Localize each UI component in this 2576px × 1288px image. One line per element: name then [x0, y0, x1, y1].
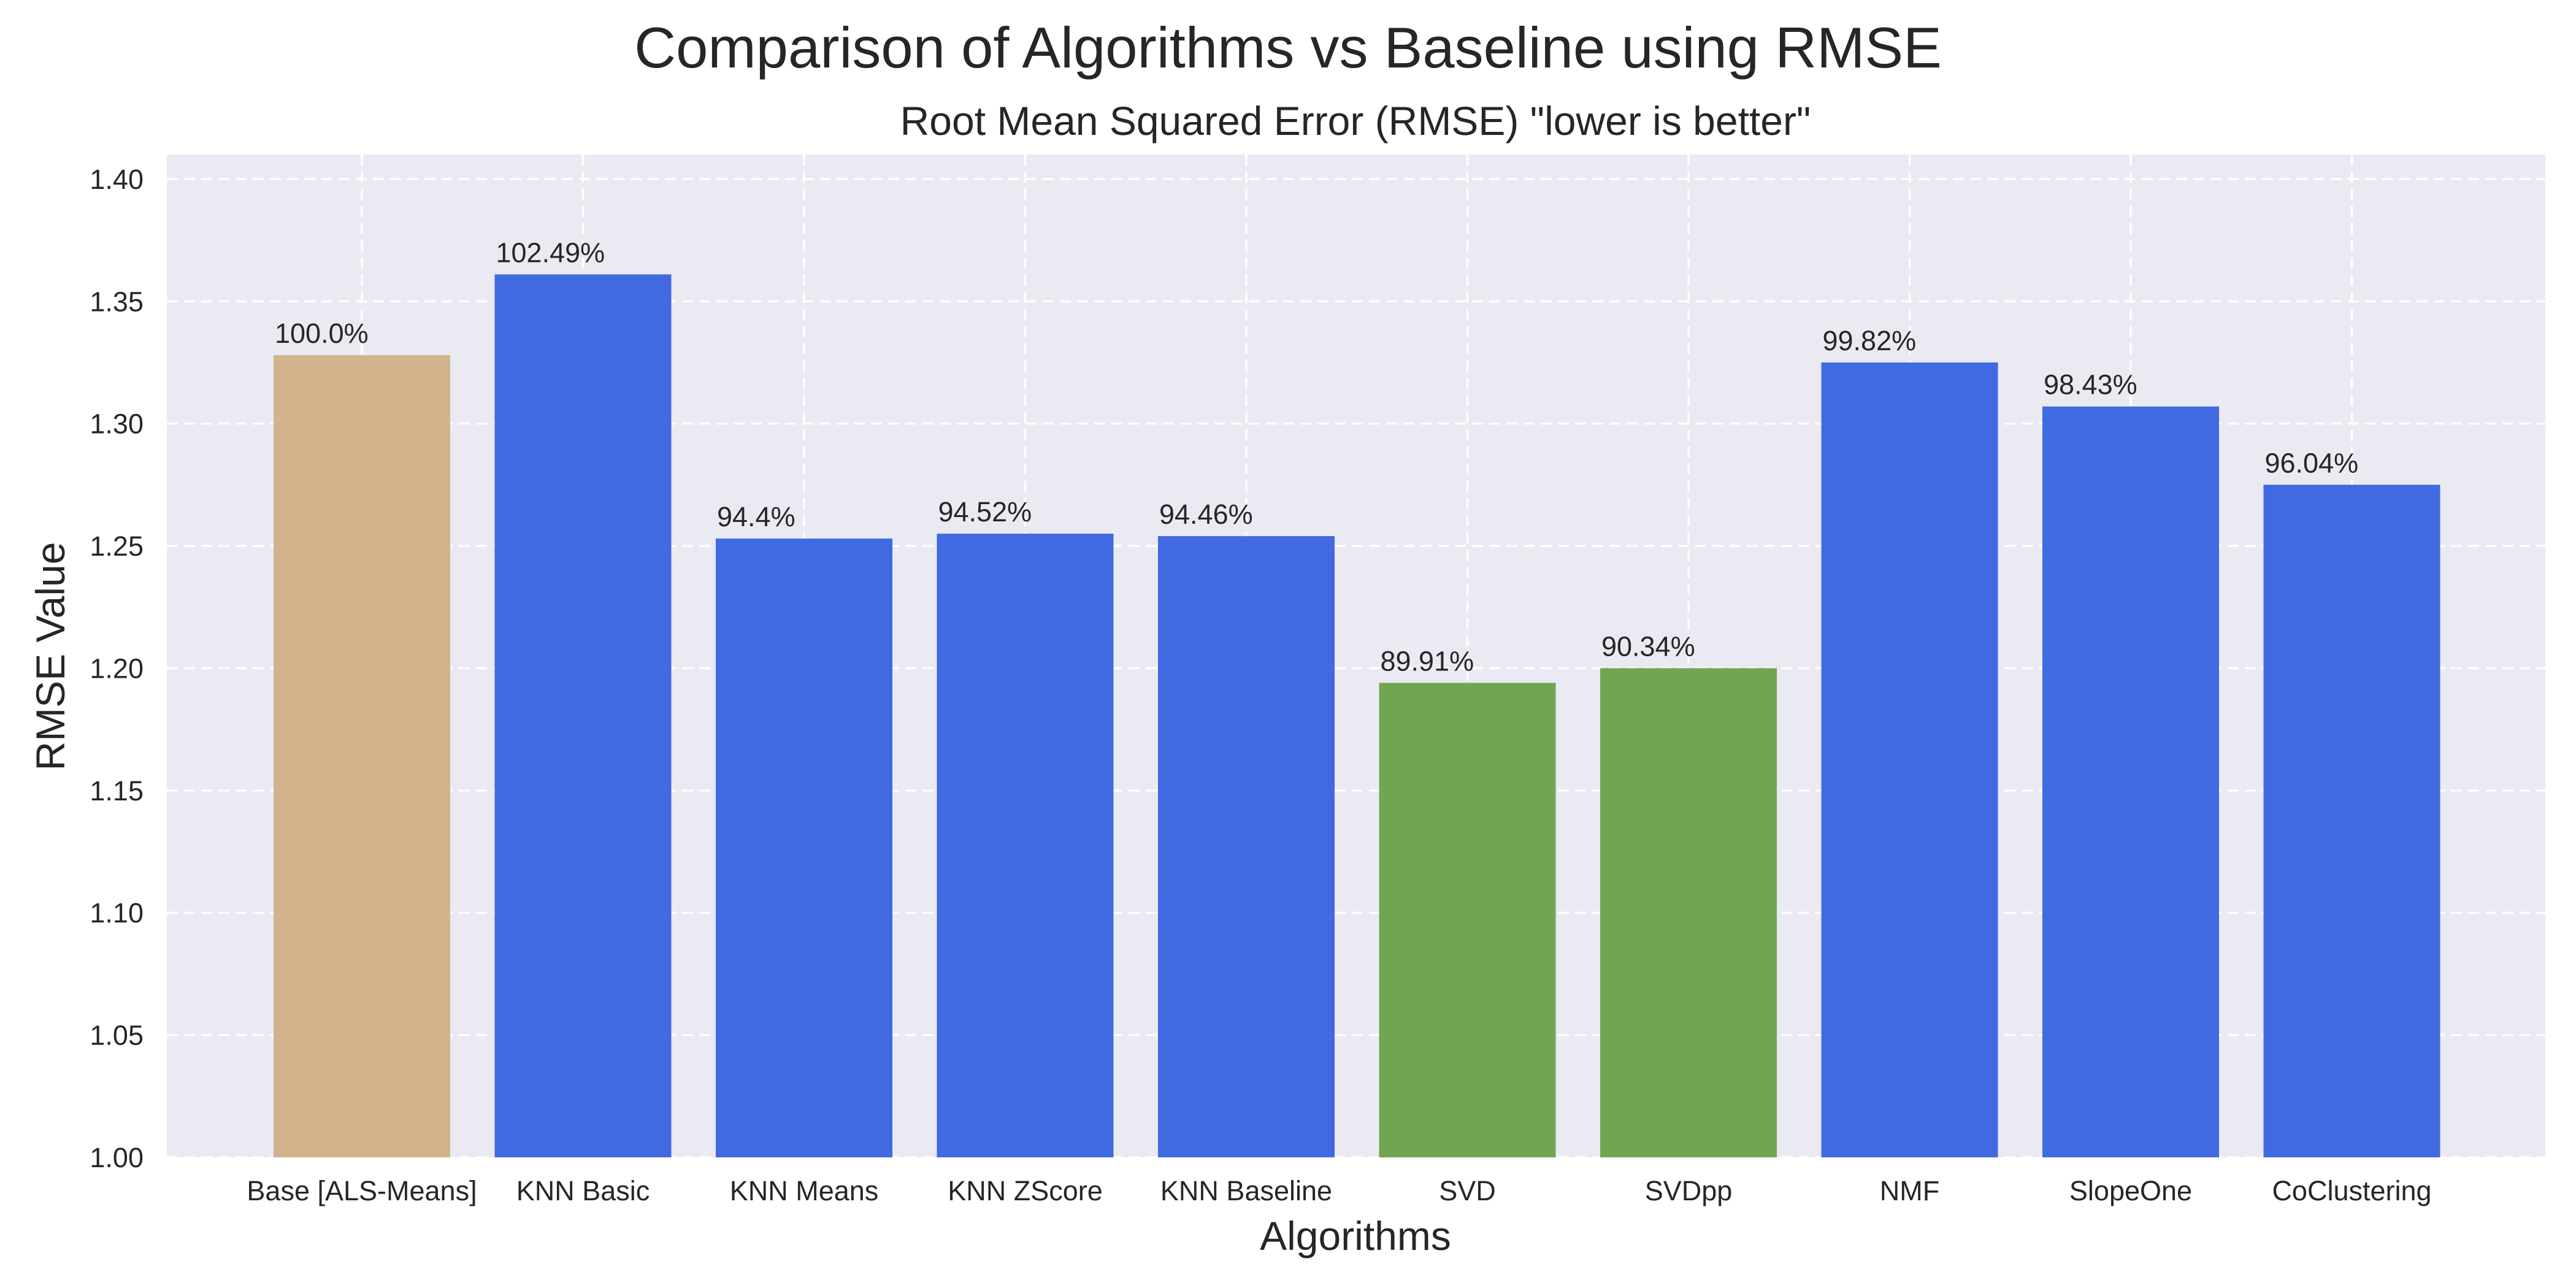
y-tick-label: 1.15	[90, 775, 144, 807]
y-tick-label: 1.35	[90, 286, 144, 317]
bar-data-label: 89.91%	[1381, 645, 1474, 677]
x-tick-label: KNN Basic	[516, 1175, 650, 1206]
bar-data-label: 94.52%	[938, 496, 1032, 527]
y-tick-label: 1.40	[90, 164, 144, 195]
x-axis-ticks: Base [ALS-Means] KNN Basic KNN Means KNN ZS…	[247, 1175, 2431, 1206]
data-labels: 100.0% 102.49% 94.4% 94.52% 94.46% 89.91% 90.3…	[275, 237, 2358, 677]
x-axis-label: Algorithms	[1260, 1213, 1451, 1259]
x-tick-label: SlopeOne	[2069, 1175, 2192, 1206]
bar-data-label: 90.34%	[1601, 631, 1695, 662]
bar-svdpp	[1600, 668, 1777, 1157]
bars	[274, 274, 2440, 1158]
y-tick-label: 1.05	[90, 1020, 144, 1051]
bar-data-label: 100.0%	[275, 318, 369, 349]
x-tick-label: NMF	[1880, 1175, 1939, 1206]
y-tick-label: 1.30	[90, 408, 144, 440]
bar-data-label: 94.4%	[717, 501, 795, 532]
chart-subtitle: Root Mean Squared Error (RMSE) "lower is…	[900, 98, 1811, 144]
x-tick-label: KNN Means	[730, 1175, 879, 1206]
bar-data-label: 102.49%	[496, 237, 605, 268]
bar-data-label: 94.46%	[1159, 499, 1253, 530]
bar-data-label: 96.04%	[2265, 447, 2359, 478]
y-axis-label: RMSE Value	[28, 542, 73, 771]
bar-nmf	[1821, 362, 1998, 1158]
bar-knn-baseline	[1158, 536, 1335, 1157]
bar-slopeone	[2042, 406, 2219, 1157]
bar-knn-zscore	[937, 534, 1114, 1157]
y-axis-ticks: 1.00 1.05 1.10 1.15 1.20 1.25 1.30 1.35 1.40	[90, 164, 144, 1173]
x-tick-label: KNN ZScore	[948, 1175, 1103, 1206]
bar-knn-means	[716, 539, 892, 1157]
x-tick-label: SVD	[1439, 1175, 1496, 1206]
x-tick-label: SVDpp	[1645, 1175, 1733, 1206]
bar-data-label: 99.82%	[1823, 325, 1917, 356]
x-tick-label: Base [ALS-Means]	[247, 1175, 477, 1206]
bar-base-als-means	[274, 355, 450, 1157]
y-tick-label: 1.10	[90, 897, 144, 929]
y-tick-label: 1.00	[90, 1142, 144, 1173]
bar-data-label: 98.43%	[2044, 369, 2137, 401]
y-tick-label: 1.20	[90, 653, 144, 684]
y-tick-label: 1.25	[90, 531, 144, 562]
chart-title: Comparison of Algorithms vs Baseline usi…	[634, 15, 1942, 80]
bar-svd	[1379, 683, 1556, 1157]
bar-coclustering	[2263, 485, 2440, 1157]
x-tick-label: CoClustering	[2272, 1175, 2431, 1206]
bar-knn-basic	[494, 274, 672, 1157]
x-tick-label: KNN Baseline	[1160, 1175, 1332, 1206]
